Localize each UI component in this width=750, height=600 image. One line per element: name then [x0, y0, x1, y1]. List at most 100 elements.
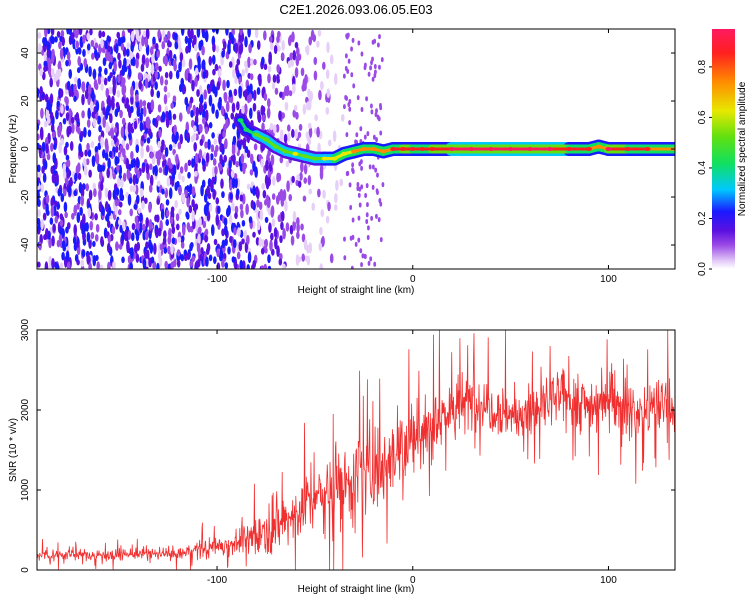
- noise-speckle: [110, 139, 115, 147]
- noise-speckle: [194, 170, 198, 177]
- noise-speckle: [95, 153, 100, 165]
- noise-speckle: [355, 132, 359, 138]
- noise-speckle: [272, 124, 277, 134]
- noise-speckle: [290, 235, 295, 246]
- noise-speckle: [308, 36, 313, 46]
- noise-speckle: [244, 145, 249, 154]
- noise-speckle: [371, 76, 375, 82]
- noise-speckle: [358, 202, 362, 208]
- noise-speckle: [252, 259, 257, 269]
- noise-speckle: [146, 137, 151, 144]
- noise-speckle: [221, 239, 226, 249]
- noise-speckle: [65, 59, 69, 67]
- noise-speckle: [327, 139, 332, 147]
- noise-speckle: [216, 248, 220, 258]
- noise-speckle: [150, 256, 155, 264]
- noise-speckle: [319, 164, 324, 175]
- noise-speckle: [156, 50, 160, 58]
- noise-speckle: [139, 213, 143, 223]
- noise-speckle: [163, 230, 167, 239]
- noise-speckle: [37, 87, 40, 99]
- noise-speckle: [111, 95, 115, 105]
- noise-speckle: [100, 38, 104, 49]
- noise-speckle: [121, 221, 126, 230]
- noise-speckle: [263, 63, 268, 70]
- noise-speckle: [99, 169, 103, 182]
- noise-speckle: [121, 230, 126, 241]
- noise-speckle: [82, 213, 86, 225]
- noise-speckle: [375, 108, 378, 114]
- noise-speckle: [206, 186, 210, 196]
- noise-speckle: [246, 264, 250, 269]
- noise-speckle: [114, 135, 118, 143]
- noise-speckle: [99, 264, 104, 269]
- noise-speckle: [267, 73, 271, 84]
- y-tick-label: 0: [20, 146, 31, 152]
- noise-speckle: [159, 75, 164, 86]
- noise-speckle: [38, 241, 42, 251]
- noise-speckle: [218, 68, 222, 77]
- noise-speckle: [238, 241, 243, 252]
- noise-speckle: [277, 45, 281, 52]
- noise-speckle: [122, 172, 127, 182]
- ridge-peak: [595, 144, 602, 149]
- noise-speckle: [135, 230, 140, 242]
- noise-speckle: [76, 259, 80, 266]
- noise-speckle: [285, 222, 290, 232]
- noise-speckle: [225, 207, 230, 218]
- noise-speckle: [219, 154, 223, 165]
- noise-speckle: [376, 114, 380, 120]
- noise-speckle: [373, 261, 377, 267]
- noise-speckle: [126, 42, 130, 49]
- noise-speckle: [300, 67, 305, 77]
- noise-speckle: [190, 241, 194, 249]
- colorbar-tick-label: 0.4: [697, 161, 708, 175]
- noise-speckle: [149, 151, 154, 159]
- noise-speckle: [252, 102, 257, 112]
- noise-speckle: [223, 141, 228, 149]
- noise-speckle: [301, 253, 306, 262]
- ridge-peak: [292, 151, 299, 156]
- noise-speckle: [77, 55, 82, 67]
- noise-speckle: [164, 55, 168, 67]
- noise-speckle: [183, 254, 188, 262]
- noise-speckle: [66, 126, 70, 138]
- noise-speckle: [234, 212, 238, 220]
- noise-speckle: [282, 263, 286, 269]
- noise-speckle: [161, 111, 166, 122]
- noise-speckle: [325, 107, 330, 115]
- noise-speckle: [151, 54, 155, 64]
- noise-speckle: [102, 116, 106, 128]
- noise-speckle: [150, 99, 155, 112]
- noise-speckle: [50, 68, 55, 78]
- noise-speckle: [312, 34, 317, 43]
- noise-speckle: [168, 109, 172, 121]
- noise-speckle: [139, 99, 143, 109]
- noise-speckle: [135, 144, 140, 154]
- noise-speckle: [66, 168, 71, 179]
- noise-speckle: [307, 174, 312, 186]
- noise-speckle: [211, 103, 215, 115]
- noise-speckle: [280, 197, 285, 207]
- noise-speckle: [219, 251, 224, 261]
- noise-speckle: [299, 172, 303, 181]
- noise-speckle: [130, 30, 135, 43]
- noise-speckle: [367, 225, 370, 231]
- noise-speckle: [308, 188, 313, 195]
- noise-speckle: [85, 222, 89, 232]
- noise-speckle: [83, 126, 87, 138]
- noise-speckle: [154, 42, 159, 51]
- noise-speckle: [241, 238, 245, 245]
- noise-speckle: [220, 105, 225, 116]
- noise-speckle: [239, 194, 244, 202]
- noise-speckle: [142, 230, 147, 241]
- noise-speckle: [90, 232, 95, 240]
- noise-speckle: [101, 206, 105, 217]
- noise-speckle: [81, 249, 86, 258]
- noise-speckle: [141, 135, 145, 142]
- noise-speckle: [256, 198, 260, 208]
- noise-speckle: [357, 192, 361, 198]
- noise-speckle: [326, 41, 330, 54]
- noise-speckle: [303, 82, 307, 91]
- noise-speckle: [180, 77, 185, 87]
